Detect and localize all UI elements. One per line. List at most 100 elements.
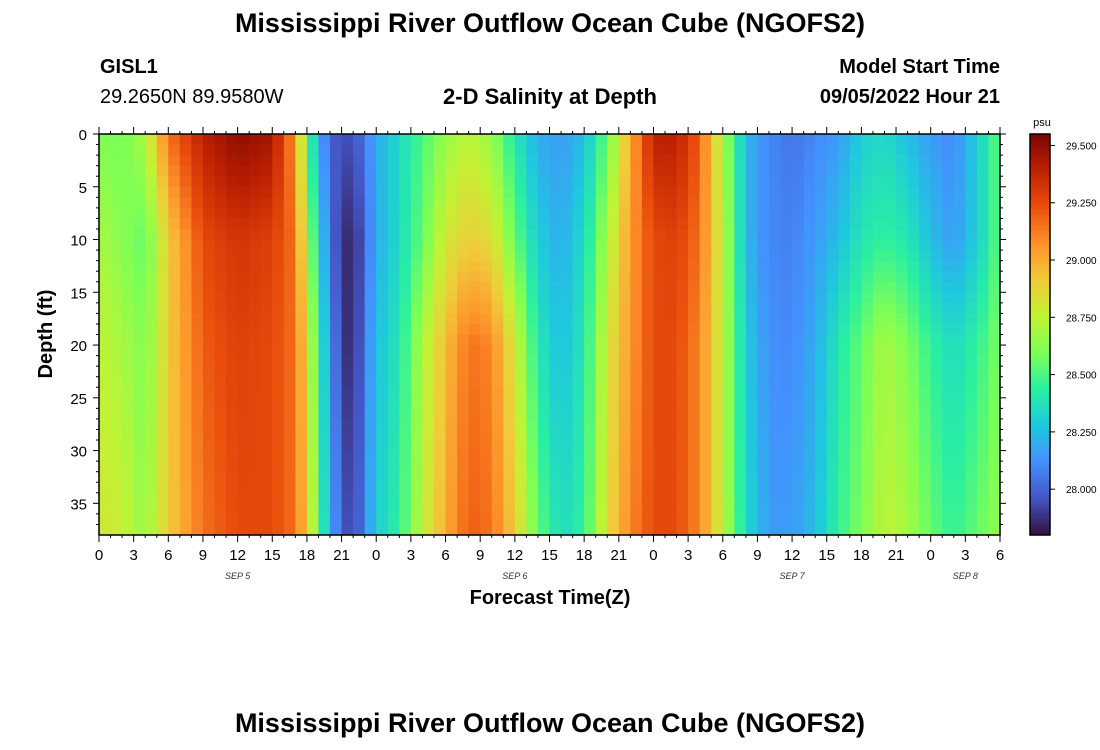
- heatmap-cell: [514, 355, 527, 367]
- heatmap-cell: [907, 503, 920, 515]
- heatmap-cell: [838, 165, 851, 177]
- heatmap-cell: [826, 492, 839, 504]
- heatmap-cell: [353, 144, 366, 156]
- heatmap-cell: [907, 260, 920, 272]
- heatmap-cell: [122, 440, 135, 452]
- heatmap-cell: [503, 376, 516, 388]
- heatmap-cell: [249, 155, 262, 167]
- heatmap-cell: [676, 524, 689, 536]
- heatmap-cell: [861, 471, 874, 483]
- heatmap-cell: [214, 355, 227, 367]
- heatmap-cell: [468, 366, 481, 378]
- heatmap-cell: [306, 366, 320, 378]
- heatmap-cell: [745, 513, 759, 526]
- heatmap-cell: [722, 345, 735, 357]
- heatmap-cell: [99, 134, 112, 146]
- heatmap-cell: [526, 471, 539, 483]
- heatmap-cell: [849, 408, 862, 420]
- heatmap-cell: [156, 313, 169, 325]
- heatmap-cell: [919, 471, 932, 483]
- heatmap-cell: [965, 345, 978, 357]
- heatmap-cell: [457, 144, 470, 156]
- heatmap-cell: [757, 197, 770, 209]
- heatmap-cell: [722, 492, 735, 504]
- heatmap-cell: [145, 323, 158, 336]
- heatmap-cell: [561, 513, 574, 526]
- heatmap-cell: [480, 450, 493, 462]
- heatmap-cell: [376, 239, 389, 251]
- heatmap-cell: [422, 524, 435, 536]
- heatmap-cell: [665, 513, 678, 526]
- heatmap-cell: [711, 492, 724, 504]
- heatmap-cell: [191, 387, 204, 399]
- heatmap-cell: [549, 397, 562, 409]
- heatmap-cell: [780, 165, 793, 177]
- heatmap-cell: [665, 492, 678, 504]
- heatmap-cell: [99, 513, 112, 526]
- heatmap-cell: [249, 144, 262, 156]
- heatmap-cell: [618, 197, 631, 209]
- heatmap-cell: [410, 461, 424, 473]
- heatmap-cell: [688, 302, 701, 314]
- heatmap-cell: [376, 482, 389, 494]
- heatmap-cell: [145, 503, 158, 515]
- heatmap-cell: [884, 450, 897, 462]
- heatmap-cell: [214, 345, 227, 357]
- heatmap-cell: [896, 218, 909, 230]
- heatmap-cell: [665, 323, 678, 336]
- heatmap-cell: [480, 228, 493, 241]
- heatmap-cell: [226, 397, 239, 409]
- heatmap-cell: [468, 218, 481, 230]
- heatmap-cell: [526, 418, 539, 431]
- heatmap-cell: [722, 366, 735, 378]
- heatmap-cell: [295, 345, 308, 357]
- heatmap-cell: [549, 302, 562, 314]
- heatmap-cell: [433, 165, 447, 177]
- heatmap-cell: [249, 408, 262, 420]
- heatmap-cell: [249, 186, 262, 198]
- heatmap-cell: [133, 492, 146, 504]
- heatmap-cell: [202, 397, 216, 409]
- heatmap-cell: [630, 292, 643, 304]
- heatmap-cell: [757, 418, 770, 431]
- heatmap-cell: [237, 228, 250, 241]
- heatmap-cell: [942, 228, 955, 241]
- heatmap-cell: [907, 313, 920, 325]
- heatmap-cell: [630, 492, 643, 504]
- heatmap-cell: [468, 345, 481, 357]
- heatmap-cell: [272, 366, 285, 378]
- heatmap-cell: [387, 323, 400, 336]
- heatmap-cell: [745, 313, 759, 325]
- heatmap-cell: [688, 313, 701, 325]
- heatmap-cell: [341, 345, 354, 357]
- heatmap-cell: [433, 334, 447, 346]
- heatmap-cell: [711, 144, 724, 156]
- heatmap-cell: [480, 239, 493, 251]
- heatmap-cell: [399, 524, 412, 536]
- heatmap-cell: [572, 165, 585, 177]
- heatmap-cell: [988, 165, 1001, 177]
- heatmap-cell: [815, 366, 828, 378]
- heatmap-cell: [872, 418, 886, 431]
- heatmap-cell: [110, 503, 123, 515]
- heatmap-cell: [584, 503, 597, 515]
- heatmap-cell: [376, 260, 389, 272]
- heatmap-cell: [907, 482, 920, 494]
- heatmap-cell: [191, 239, 204, 251]
- heatmap-cell: [734, 450, 747, 462]
- heatmap-cell: [699, 429, 712, 441]
- heatmap-cell: [249, 482, 262, 494]
- heatmap-cell: [861, 397, 874, 409]
- heatmap-cell: [641, 429, 655, 441]
- heatmap-cell: [676, 260, 689, 272]
- heatmap-cell: [353, 387, 366, 399]
- heatmap-cell: [965, 271, 978, 283]
- heatmap-cell: [734, 260, 747, 272]
- heatmap-cell: [353, 260, 366, 272]
- heatmap-cell: [341, 239, 354, 251]
- heatmap-cell: [260, 450, 273, 462]
- heatmap-cell: [318, 313, 331, 325]
- heatmap-cell: [630, 134, 643, 146]
- heatmap-cell: [849, 218, 862, 230]
- heatmap-cell: [526, 429, 539, 441]
